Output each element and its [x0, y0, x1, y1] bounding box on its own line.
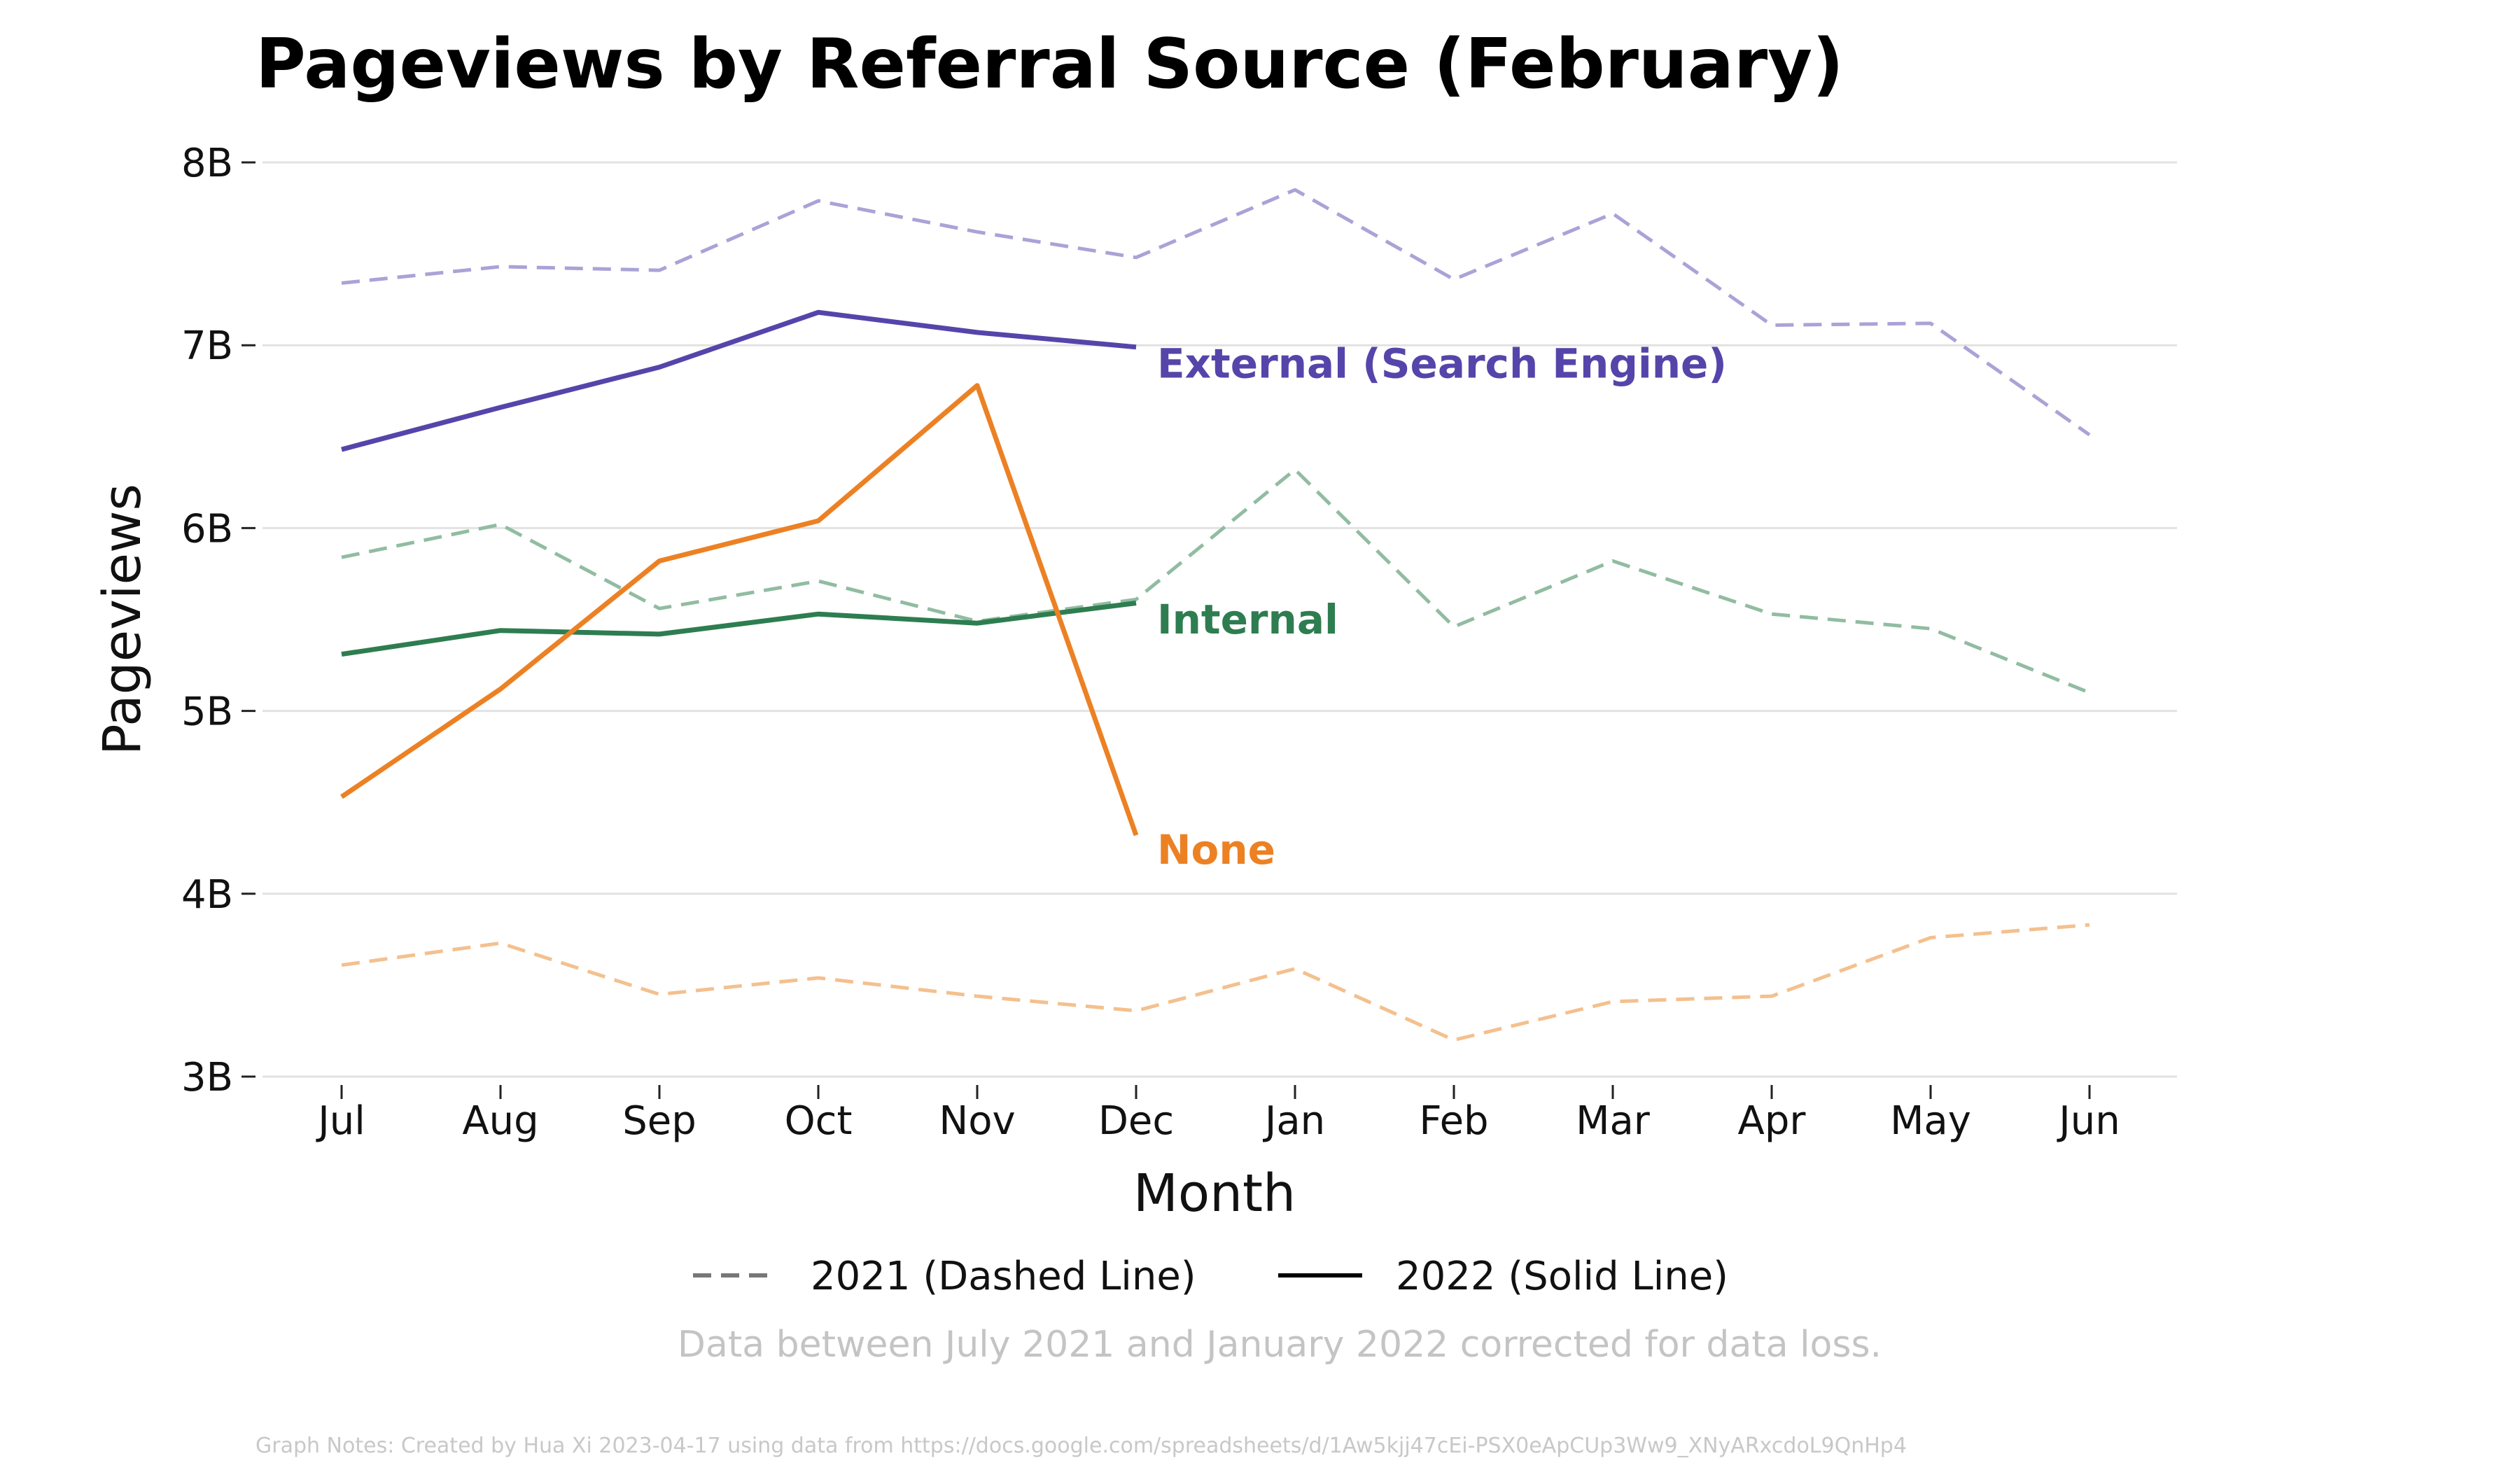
- data-correction-note: Data between July 2021 and January 2022 …: [678, 1324, 1882, 1366]
- x-axis-title: Month: [1133, 1163, 1296, 1224]
- x-tick-label: Oct: [785, 1098, 853, 1144]
- legend-label-2021: 2021 (Dashed Line): [811, 1254, 1196, 1299]
- x-tick-label: Feb: [1419, 1098, 1488, 1144]
- x-tick-label: Apr: [1738, 1098, 1807, 1144]
- graph-notes-footnote: Graph Notes: Created by Hua Xi 2023-04-1…: [255, 1434, 1907, 1458]
- x-axis: Jul Aug Sep Oct Nov Dec Jan Feb Mar Apr May Jun: [316, 1085, 2120, 1144]
- x-tick-label: Jul: [316, 1098, 365, 1144]
- series-line-external-search-engine-2021: [341, 188, 2091, 437]
- series-line-none-2021: [341, 923, 2090, 1042]
- x-tick-label: Dec: [1098, 1098, 1174, 1144]
- y-tick-label: 3B: [181, 1055, 233, 1100]
- x-tick-label: May: [1890, 1098, 1971, 1144]
- legend: 2021 (Dashed Line) 2022 (Solid Line): [693, 1254, 1728, 1299]
- y-tick-label: 7B: [181, 323, 233, 369]
- x-tick-label: Mar: [1576, 1098, 1651, 1144]
- series-end-label: Internal: [1157, 596, 1338, 643]
- series-line-internal-2021: [341, 468, 2090, 694]
- series-lines: [340, 188, 2091, 1042]
- y-tick-label: 4B: [181, 872, 233, 918]
- x-tick-label: Sep: [622, 1098, 696, 1144]
- x-tick-label: Jan: [1263, 1098, 1325, 1144]
- y-tick-label: 6B: [181, 506, 233, 552]
- y-tick-label: 5B: [181, 690, 233, 735]
- y-axis: 8B 7B 6B 5B 4B 3B: [181, 141, 255, 1100]
- gridlines: [262, 161, 2177, 1078]
- series-line-external-search-engine-2022: [341, 309, 1137, 452]
- series-end-labels: External (Search Engine) Internal None: [1157, 340, 1727, 874]
- chart-title: Pageviews by Referral Source (February): [255, 24, 1844, 104]
- series-line-internal-2022: [341, 601, 1137, 657]
- legend-label-2022: 2022 (Solid Line): [1396, 1254, 1728, 1299]
- series-end-label: External (Search Engine): [1157, 340, 1727, 387]
- y-tick-label: 8B: [181, 141, 233, 186]
- x-tick-label: Jun: [2057, 1098, 2120, 1144]
- x-tick-label: Aug: [462, 1098, 538, 1144]
- series-line-none-2022: [340, 383, 1139, 836]
- x-tick-label: Nov: [939, 1098, 1015, 1144]
- series-end-label: None: [1157, 826, 1275, 874]
- y-axis-title: Pageviews: [92, 484, 153, 755]
